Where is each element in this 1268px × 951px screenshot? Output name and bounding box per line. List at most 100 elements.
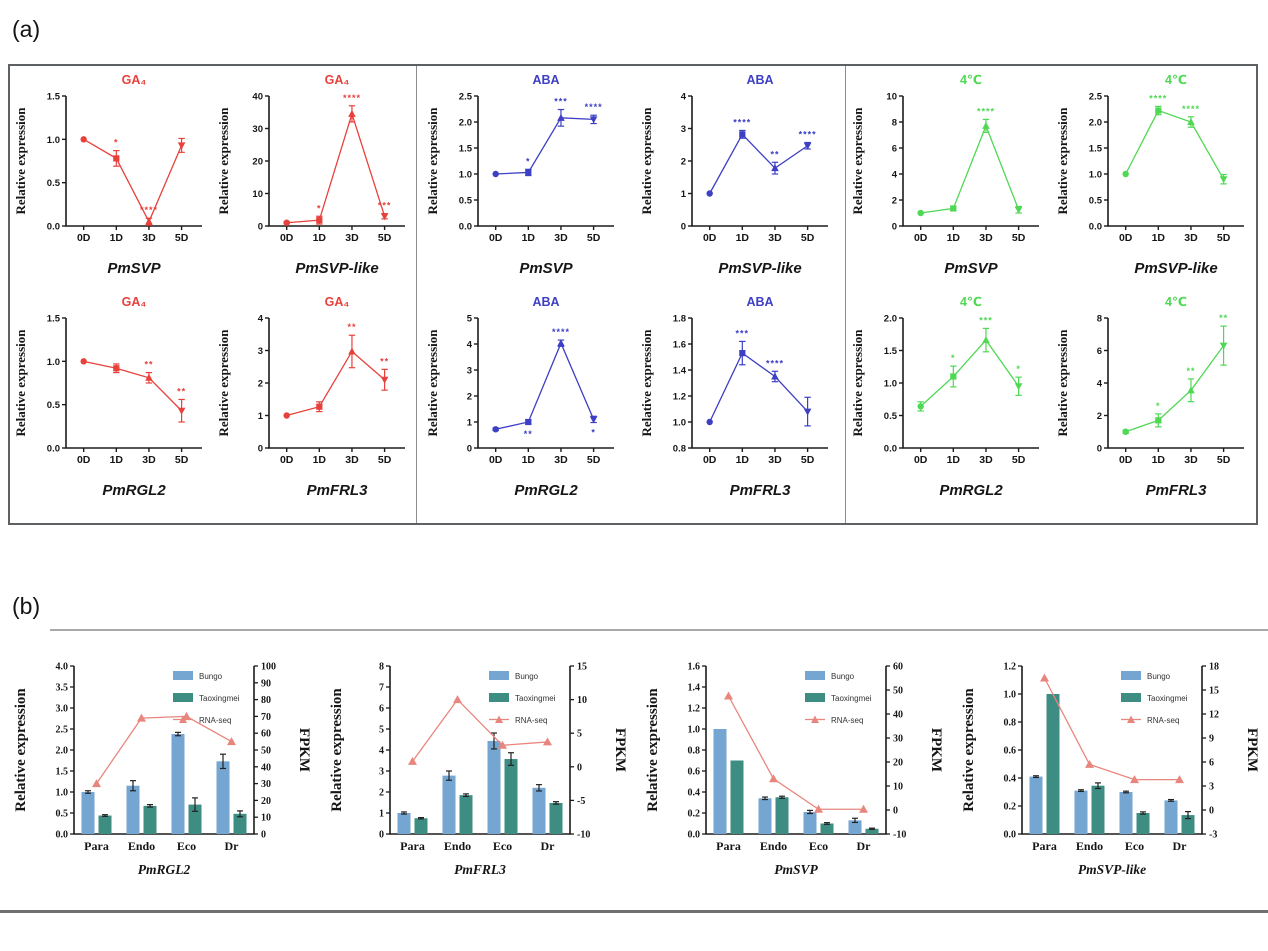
- x-tick-label: 1D: [109, 232, 123, 244]
- bar-taoxingmei: [459, 795, 473, 834]
- right-tick-label: 12: [1209, 710, 1219, 721]
- right-axis-label: FPKM: [928, 728, 944, 772]
- y-axis-label: Relative expression: [645, 688, 661, 812]
- legend-item-RNA-seq: RNA-seq: [1121, 715, 1179, 725]
- x-tick-label: 0D: [76, 454, 90, 466]
- x-tick-label: 1D: [312, 454, 326, 466]
- x-tick-label: 3D: [768, 232, 782, 244]
- series-line: [286, 350, 385, 417]
- data-point-marker: [492, 426, 499, 433]
- y-axis-label: Relative expression: [13, 329, 28, 437]
- x-tick-label: 1D: [1151, 454, 1165, 466]
- axis: [691, 96, 828, 227]
- significance-label: *: [526, 156, 531, 166]
- right-tick-label: 10: [261, 813, 271, 824]
- y-tick-label: 2.0: [459, 118, 472, 129]
- data-point-marker: [589, 416, 598, 424]
- bar-taoxingmei: [775, 797, 789, 834]
- rnaseq-marker: [498, 740, 507, 749]
- y-tick-label: 1.5: [46, 92, 60, 103]
- bar-bungo: [848, 820, 862, 834]
- y-axis-label: Relative expression: [1055, 329, 1070, 437]
- error-bar: [762, 796, 768, 801]
- legend-swatch: [805, 671, 825, 680]
- right-tick-label: 60: [261, 729, 271, 740]
- rnaseq-marker: [814, 804, 823, 813]
- y-tick-label: 0.8: [673, 444, 686, 455]
- category-label: Eco: [493, 839, 512, 853]
- series-line: [709, 352, 809, 423]
- right-tick-label: -3: [1209, 830, 1217, 841]
- gene-label: PmFRL3: [306, 482, 368, 499]
- error-bar: [418, 817, 424, 820]
- gene-label: PmFRL3: [730, 482, 792, 499]
- legend-swatch: [805, 693, 825, 702]
- y-tick-label: 0.0: [46, 444, 59, 455]
- left-tick-label: 1.0: [56, 788, 69, 799]
- y-tick-label: 1.5: [1088, 144, 1102, 155]
- category-label: Para: [84, 839, 109, 853]
- error-bar: [1123, 790, 1129, 794]
- y-tick-label: 1.5: [459, 144, 473, 155]
- error-bar: [553, 801, 559, 805]
- y-tick-label: 1.4: [673, 366, 687, 377]
- category-label: Endo: [760, 839, 787, 853]
- series-line: [83, 360, 182, 412]
- bar-bungo: [1119, 792, 1133, 834]
- gene-label: PmSVP: [107, 260, 161, 277]
- y-tick-label: 0: [681, 222, 686, 233]
- right-tick-label: 10: [893, 782, 903, 793]
- significance-label: **: [177, 386, 186, 396]
- y-tick-label: 4: [1096, 379, 1102, 390]
- series-line: [495, 117, 594, 175]
- legend-label: RNA-seq: [199, 716, 231, 725]
- legend-label: Taoxingmei: [1147, 694, 1188, 703]
- error-bar: [192, 797, 198, 812]
- bar-taoxingmei: [188, 804, 202, 834]
- x-tick-label: 1D: [946, 232, 960, 244]
- legend: Bungo Taoxingmei RNA-seq: [489, 671, 556, 725]
- legend-item-Bungo: Bungo: [805, 671, 855, 681]
- category-label: Eco: [1125, 839, 1144, 853]
- treatment-group-GA₄: 0.0 0.5 1.0 1.5 0D 1D 3D 5D GA₄ Relative expressi…: [10, 66, 416, 523]
- y-tick-label: 1: [257, 411, 263, 422]
- rnaseq-marker: [724, 691, 733, 700]
- panel-b-chart-PmSVP: 0.0 0.2 0.4 0.6 0.8 1.0 1.2 1.4 1.6 -10 0 10 20 30 40 5…: [645, 662, 944, 878]
- category-label: Eco: [177, 839, 196, 853]
- chart-title: ABA: [532, 73, 559, 87]
- category-label: Dr: [541, 839, 556, 853]
- x-tick-label: 5D: [801, 232, 815, 244]
- x-tick-label: 0D: [489, 232, 503, 244]
- error-bar: [1185, 811, 1191, 820]
- axis: [64, 318, 202, 449]
- panel-b-label: (b): [12, 593, 41, 619]
- data-point-marker: [315, 403, 322, 410]
- series-line: [709, 133, 808, 194]
- y-tick-label: 0.5: [46, 400, 60, 411]
- error-bar: [1095, 782, 1101, 790]
- right-tick-label: -10: [893, 830, 906, 841]
- left-tick-label: 1.4: [688, 683, 701, 694]
- right-tick-label: 10: [577, 695, 587, 706]
- data-point-marker: [1186, 118, 1195, 125]
- left-tick-label: 1: [379, 809, 384, 820]
- y-axis-label: Relative expression: [850, 329, 865, 437]
- data-point-marker: [144, 217, 153, 225]
- x-tick-label: 3D: [554, 454, 568, 466]
- error-bar: [220, 753, 226, 770]
- data-point-marker: [177, 142, 185, 150]
- bar-bungo: [397, 813, 411, 834]
- x-tick-label: 0D: [703, 454, 717, 466]
- y-axis-label: Relative expression: [639, 107, 654, 215]
- bar-taoxingmei: [233, 813, 247, 834]
- right-tick-label: 20: [261, 796, 271, 807]
- bar-bungo: [126, 785, 140, 834]
- y-tick-label: 0: [257, 222, 262, 233]
- x-tick-label: 0D: [279, 232, 293, 244]
- legend-triangle-icon: [1127, 715, 1135, 723]
- data-point-marker: [144, 373, 153, 381]
- y-axis-label: Relative expression: [13, 107, 28, 215]
- data-point-marker: [79, 136, 87, 143]
- data-point-marker: [739, 131, 746, 138]
